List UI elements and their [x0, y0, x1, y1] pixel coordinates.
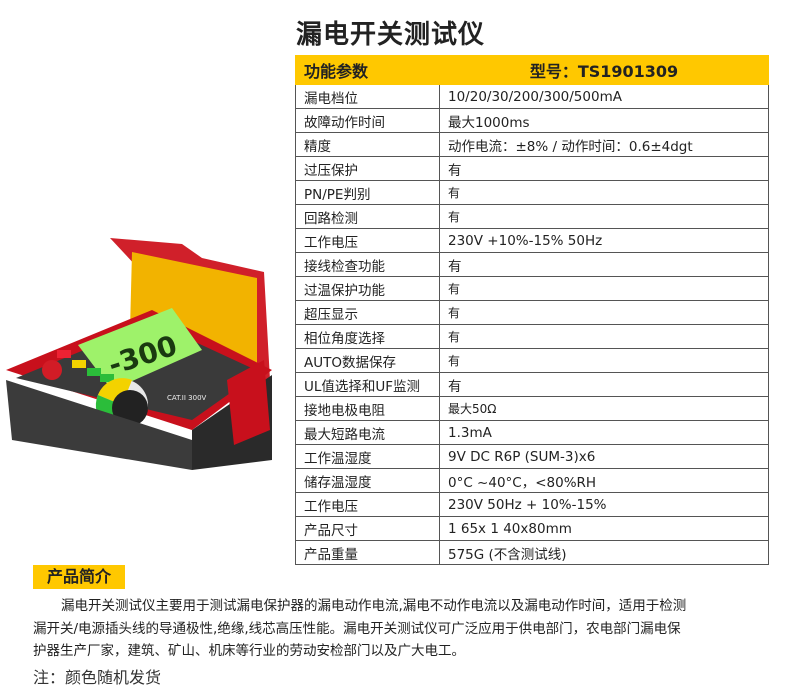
spec-header-row: 功能参数 型号：TS1901309 [295, 55, 769, 85]
spec-row: 工作电压 230V 50Hz + 10%-15% [295, 492, 769, 517]
header-model: 型号：TS1901309 [439, 55, 769, 85]
spec-label: AUTO数据保存 [295, 348, 440, 373]
spec-value: 有 [439, 324, 769, 349]
spec-value: 有 [439, 204, 769, 229]
spec-row: PN/PE判别有 [295, 180, 769, 205]
product-image: -300 CAT.II 300V [6, 238, 272, 470]
spec-row: 产品尺寸 1 65x 1 40x80mm [295, 516, 769, 541]
spec-value: 9V DC R6P (SUM-3)x6 [439, 444, 769, 469]
spec-row: 故障动作时间 最大1000ms [295, 108, 769, 133]
spec-row: 过压保护有 [295, 156, 769, 181]
spec-value: 0°C ~40°C，<80%RH [439, 468, 769, 493]
spec-value: 有 [439, 348, 769, 373]
spec-label: 接地电极电阻 [295, 396, 440, 421]
spec-label: 过压保护 [295, 156, 440, 181]
spec-value: 10/20/30/200/300/500mA [439, 84, 769, 109]
spec-row: 工作温湿度 9V DC R6P (SUM-3)x6 [295, 444, 769, 469]
spec-label: 过温保护功能 [295, 276, 440, 301]
spec-row: 回路检测有 [295, 204, 769, 229]
spec-label: 产品尺寸 [295, 516, 440, 541]
spec-label: 工作电压 [295, 228, 440, 253]
spec-row: AUTO数据保存有 [295, 348, 769, 373]
spec-row: 最大短路电流 1.3mA [295, 420, 769, 445]
rotary-dial [112, 390, 148, 426]
cat-label: CAT.II 300V [167, 394, 207, 402]
intro-paragraph: 漏电开关测试仪主要用于测试漏电保护器的漏电动作电流,漏电不动作电流以及漏电动作时… [33, 598, 687, 659]
spec-row: 精度 动作电流：±8% / 动作时间：0.6±4dgt [295, 132, 769, 157]
spec-label: 漏电档位 [295, 84, 440, 109]
spec-value: 有 [439, 180, 769, 205]
spec-value: 有 [439, 252, 769, 277]
spec-row: 接线检查功能有 [295, 252, 769, 277]
spec-label: 接线检查功能 [295, 252, 440, 277]
spec-value: 最大1000ms [439, 108, 769, 133]
spec-label: 工作温湿度 [295, 444, 440, 469]
spec-value: 230V 50Hz + 10%-15% [439, 492, 769, 517]
spec-value: 1.3mA [439, 420, 769, 445]
spec-label: 回路检测 [295, 204, 440, 229]
spec-row: 工作电压 230V +10%-15% 50Hz [295, 228, 769, 253]
page-title: 漏电开关测试仪 [296, 20, 486, 50]
spec-label: 最大短路电流 [295, 420, 440, 445]
spec-value: 1 65x 1 40x80mm [439, 516, 769, 541]
spec-label: 产品重量 [295, 540, 440, 565]
spec-row: 超压显示有 [295, 300, 769, 325]
spec-label: PN/PE判别 [295, 180, 440, 205]
spec-value: 最大50Ω [439, 396, 769, 421]
color-note: 注：颜色随机发货 [33, 668, 162, 687]
spec-row: 产品重量 575G (不含测试线) [295, 540, 769, 565]
header-params: 功能参数 [295, 55, 440, 85]
spec-table: 功能参数 型号：TS1901309 漏电档位 10/20/30/200/300/5… [295, 55, 769, 565]
spec-value: 有 [439, 276, 769, 301]
spec-row: 过温保护功能有 [295, 276, 769, 301]
spec-value: 有 [439, 372, 769, 397]
spec-row: 漏电档位 10/20/30/200/300/500mA [295, 84, 769, 109]
spec-row: 接地电极电阻 最大50Ω [295, 396, 769, 421]
spec-value: 575G (不含测试线) [439, 540, 769, 565]
spec-row: 储存温湿度 0°C ~40°C，<80%RH [295, 468, 769, 493]
spec-value: 有 [439, 156, 769, 181]
test-button [42, 360, 62, 380]
spec-label: UL值选择和UF监测 [295, 372, 440, 397]
spec-label: 精度 [295, 132, 440, 157]
spec-value: 有 [439, 300, 769, 325]
spec-value: 动作电流：±8% / 动作时间：0.6±4dgt [439, 132, 769, 157]
spec-row: 相位角度选择有 [295, 324, 769, 349]
intro-heading: 产品简介 [33, 565, 125, 589]
spec-label: 储存温湿度 [295, 468, 440, 493]
spec-label: 超压显示 [295, 300, 440, 325]
spec-label: 故障动作时间 [295, 108, 440, 133]
spec-value: 230V +10%-15% 50Hz [439, 228, 769, 253]
spec-label: 相位角度选择 [295, 324, 440, 349]
spec-row: UL值选择和UF监测有 [295, 372, 769, 397]
spec-label: 工作电压 [295, 492, 440, 517]
